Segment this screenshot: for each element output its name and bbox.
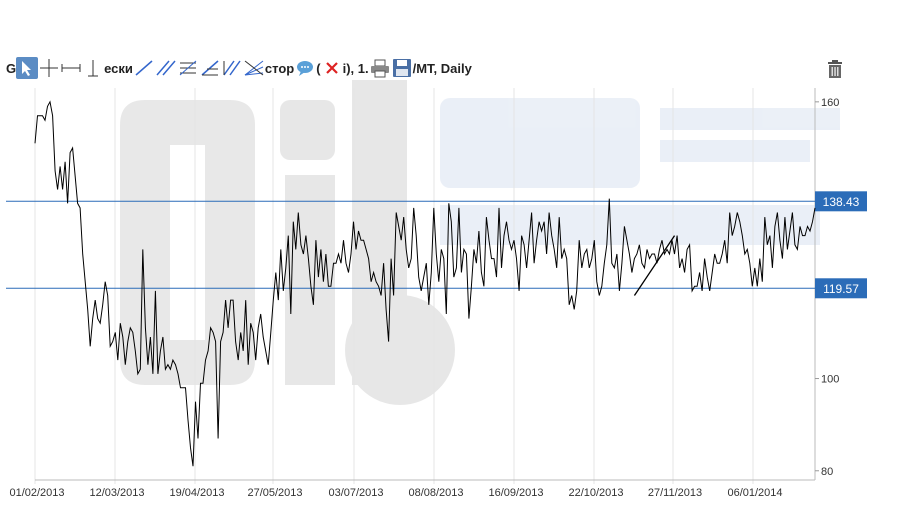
toolbar-text-fragment: i), 1. bbox=[342, 60, 369, 76]
price-line-label: 119.57 bbox=[823, 282, 859, 296]
trend-line-segment[interactable] bbox=[633, 235, 676, 296]
x-tick-label: 27/05/2013 bbox=[247, 487, 302, 499]
fibonacci-tool-icon[interactable] bbox=[199, 57, 221, 79]
channel-tool-icon[interactable] bbox=[155, 57, 177, 79]
x-tick-label: 01/02/2013 bbox=[9, 487, 64, 499]
vertical-line-tool-icon[interactable] bbox=[82, 57, 104, 79]
price-line-label: 138.43 bbox=[823, 195, 860, 209]
y-tick-label: 80 bbox=[821, 466, 833, 478]
toolbar-text-fragment: /MT, Daily bbox=[412, 60, 472, 76]
x-axis: 01/02/2013 12/03/2013 19/04/2013 27/05/2013… bbox=[9, 479, 815, 499]
trend-line[interactable] bbox=[633, 235, 676, 296]
delete-tool-icon[interactable] bbox=[321, 57, 343, 79]
double-line-tool-icon[interactable] bbox=[221, 57, 243, 79]
y-tick-label: 100 bbox=[821, 374, 839, 386]
price-line-label-box bbox=[815, 191, 867, 212]
parallel-lines-tool-icon[interactable] bbox=[177, 57, 199, 79]
x-tick-label: 03/07/2013 bbox=[328, 487, 383, 499]
print-icon[interactable] bbox=[369, 57, 391, 79]
horizontal-price-lines[interactable]: 138.43 119.57 bbox=[6, 191, 867, 299]
trash-icon[interactable] bbox=[826, 59, 844, 79]
x-tick-label: 27/11/2013 bbox=[648, 487, 702, 499]
comment-tool-icon[interactable] bbox=[294, 57, 316, 79]
y-tick-label: 160 bbox=[821, 97, 839, 109]
fan-tool-icon[interactable] bbox=[243, 57, 265, 79]
x-tick-label: 08/08/2013 bbox=[408, 487, 463, 499]
toolbar-text-fragment: G bbox=[6, 60, 17, 76]
x-tick-label: 06/01/2014 bbox=[727, 487, 782, 499]
toolbar-text-fragment: ( bbox=[316, 60, 321, 76]
x-tick-label: 12/03/2013 bbox=[89, 487, 144, 499]
toolbar-text-fragment: стор bbox=[264, 60, 295, 76]
x-tick-label: 19/04/2013 bbox=[169, 487, 224, 499]
toolbar-text-fragment: ески bbox=[104, 60, 133, 76]
cursor-tool-icon[interactable] bbox=[16, 57, 39, 79]
series-line bbox=[34, 100, 816, 467]
save-icon[interactable] bbox=[391, 57, 413, 79]
x-tick-label: 16/09/2013 bbox=[488, 487, 543, 499]
horizontal-segment-tool-icon[interactable] bbox=[60, 57, 82, 79]
x-tick-label: 22/10/2013 bbox=[568, 487, 623, 499]
trend-line-tool-icon[interactable] bbox=[133, 57, 155, 79]
crosshair-tool-icon[interactable] bbox=[38, 57, 60, 79]
price-line-label-box bbox=[815, 278, 867, 299]
